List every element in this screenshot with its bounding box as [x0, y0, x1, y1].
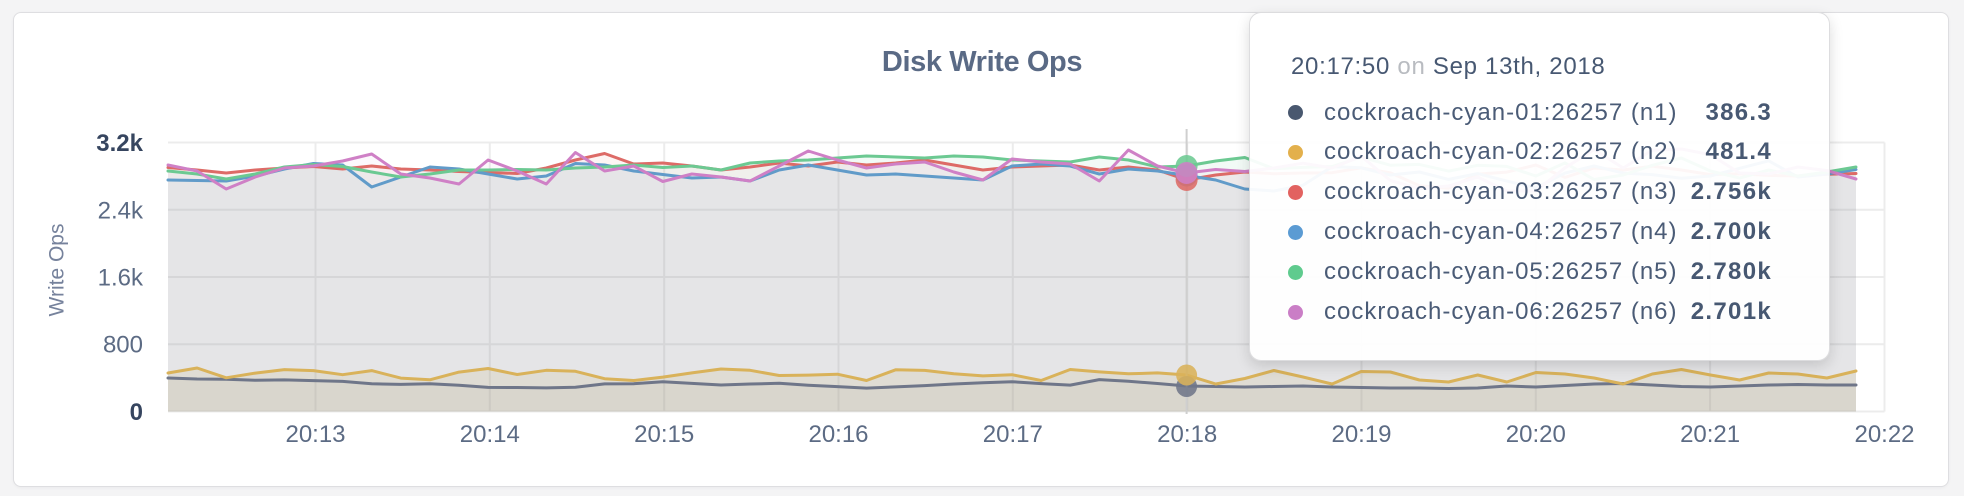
svg-text:3.2k: 3.2k [96, 130, 143, 157]
svg-text:20:14: 20:14 [460, 421, 520, 448]
svg-text:20:19: 20:19 [1331, 421, 1391, 448]
svg-text:0: 0 [130, 399, 143, 426]
svg-text:20:18: 20:18 [1157, 421, 1217, 448]
svg-text:2.4k: 2.4k [98, 197, 144, 224]
svg-text:20:16: 20:16 [808, 421, 868, 448]
svg-text:1.6k: 1.6k [98, 265, 144, 292]
svg-text:20:21: 20:21 [1680, 421, 1740, 448]
svg-text:20:20: 20:20 [1506, 421, 1566, 448]
svg-text:20:17: 20:17 [983, 421, 1043, 448]
svg-text:800: 800 [103, 332, 143, 359]
svg-text:20:15: 20:15 [634, 421, 694, 448]
svg-text:20:13: 20:13 [285, 421, 345, 448]
svg-text:Write Ops: Write Ops [46, 224, 69, 317]
svg-text:20:22: 20:22 [1854, 421, 1914, 448]
